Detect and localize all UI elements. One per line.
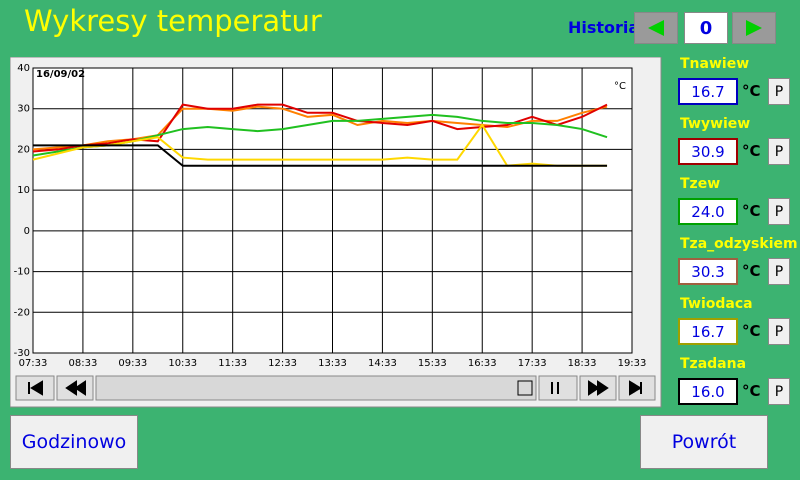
x-tick-label: 08:33: [69, 358, 98, 369]
x-tick-label: 13:33: [318, 358, 347, 369]
y-tick-label: 10: [17, 185, 30, 196]
sensor-value: 30.3: [678, 258, 738, 285]
prev-button[interactable]: [634, 12, 678, 44]
x-tick-label: 11:33: [218, 358, 247, 369]
sensor-value: 16.7: [678, 318, 738, 345]
sensor-unit: °C: [742, 82, 761, 100]
sensor-unit: °C: [742, 202, 761, 220]
next-button[interactable]: [732, 12, 776, 44]
unit-label: °C: [614, 81, 626, 92]
sensor-unit: °C: [742, 142, 761, 160]
x-tick-label: 09:33: [118, 358, 147, 369]
sensor-value: 30.9: [678, 138, 738, 165]
sensor-value: 16.0: [678, 378, 738, 405]
sensor-name: Twiodaca: [680, 296, 753, 312]
y-tick-label: 20: [17, 144, 30, 155]
date-label: 16/09/02: [36, 69, 85, 80]
x-tick-label: 16:33: [468, 358, 497, 369]
sensor-value: 24.0: [678, 198, 738, 225]
x-tick-label: 12:33: [268, 358, 297, 369]
x-tick-label: 10:33: [168, 358, 197, 369]
sensor-button[interactable]: P: [768, 198, 790, 225]
sensor-name: Tnawiew: [680, 56, 750, 72]
y-tick-label: -20: [14, 307, 30, 318]
y-tick-label: 40: [17, 63, 30, 74]
sensor-value: 16.7: [678, 78, 738, 105]
x-tick-label: 19:33: [618, 358, 647, 369]
sensor-name: Tzadana: [680, 356, 747, 372]
sensor-unit: °C: [742, 322, 761, 340]
icon: [648, 20, 664, 36]
x-tick-label: 07:33: [19, 358, 48, 369]
sensor-button[interactable]: P: [768, 318, 790, 345]
sensor-button[interactable]: P: [768, 78, 790, 105]
history-index: 0: [684, 12, 728, 44]
x-tick-label: 17:33: [518, 358, 547, 369]
sensor-name: Tza_odzyskiem: [680, 236, 798, 252]
series-line: [33, 144, 608, 167]
sensor-button[interactable]: P: [768, 378, 790, 405]
title: Wykresy temperatur: [24, 4, 322, 38]
y-tick-label: 0: [24, 226, 30, 237]
sensor-name: Tzew: [680, 176, 721, 192]
icon: [746, 20, 762, 36]
back-button[interactable]: Powrót: [640, 415, 768, 469]
y-tick-label: 30: [17, 104, 30, 115]
sensor-button[interactable]: P: [768, 138, 790, 165]
sensor-unit: °C: [742, 382, 761, 400]
history-label: Historia: [568, 18, 640, 37]
x-tick-label: 18:33: [568, 358, 597, 369]
y-tick-label: -10: [14, 267, 30, 278]
hourly-button[interactable]: Godzinowo: [10, 415, 138, 469]
chart-panel: -30 -20 -10 0 10 20 30 40 07:33 08:33 09:33 10:33 11…: [10, 57, 662, 408]
sensor-name: Twywiew: [680, 116, 751, 132]
x-tick-label: 15:33: [418, 358, 447, 369]
sensor-button[interactable]: P: [768, 258, 790, 285]
y-tick-label: -30: [14, 348, 30, 359]
sensor-unit: °C: [742, 262, 761, 280]
x-tick-label: 14:33: [368, 358, 397, 369]
